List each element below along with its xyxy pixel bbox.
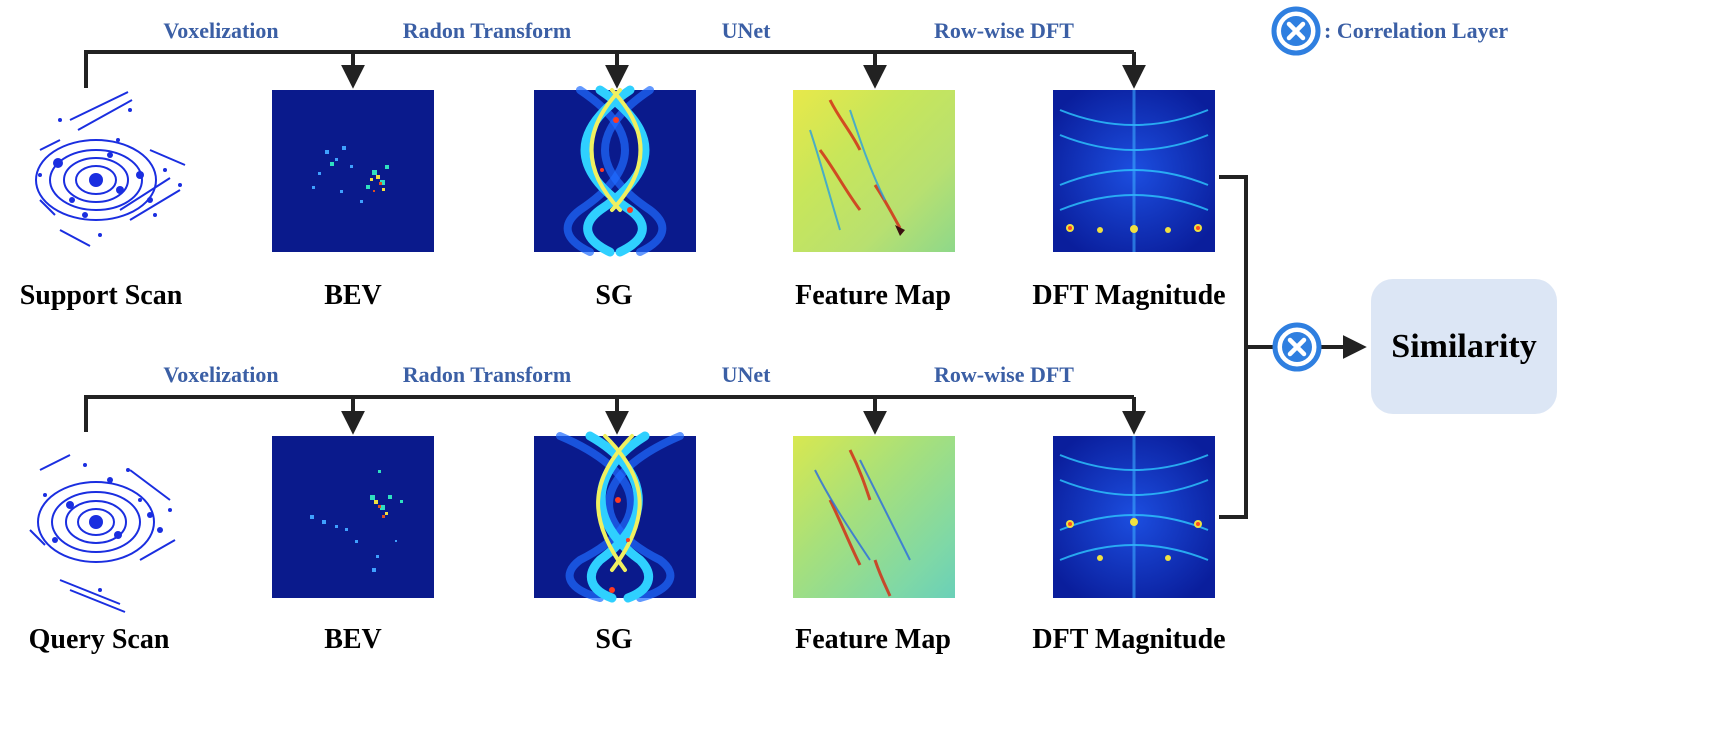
top-feature-label: Feature Map <box>795 280 951 311</box>
bottom-sg-label: SG <box>595 624 633 655</box>
correlation-operator-icon <box>1271 6 1321 56</box>
top-sg-image <box>534 85 696 257</box>
bottom-feature-label: Feature Map <box>795 624 951 655</box>
bottom-connector <box>84 395 1146 435</box>
step-label-unet: UNet <box>722 18 772 43</box>
bottom-feature-map-image <box>793 436 955 598</box>
similarity-box: Similarity <box>1371 279 1557 414</box>
bottom-magnitude-label: DFT Magnitude <box>1032 624 1225 655</box>
bottom-bev-image <box>272 436 434 598</box>
step-label-dft: Row-wise DFT <box>934 18 1074 43</box>
step-label-radon: Radon Transform <box>403 18 571 43</box>
bottom-dft-magnitude-image <box>1053 436 1215 598</box>
step-label-unet-2: UNet <box>722 362 772 387</box>
top-dft-magnitude-image <box>1053 90 1215 252</box>
step-label-dft-2: Row-wise DFT <box>934 362 1074 387</box>
bottom-row-labels: Query Scan BEV SG Feature Map DFT Magnit… <box>29 624 1226 655</box>
top-connector <box>84 50 1146 89</box>
step-label-voxelization: Voxelization <box>163 18 278 43</box>
query-scan-pointcloud <box>29 454 176 613</box>
legend-text: : Correlation Layer <box>1324 18 1508 43</box>
bottom-scan-label: Query Scan <box>29 624 170 655</box>
merge-bracket <box>1219 175 1367 519</box>
bottom-step-labels: Voxelization Radon Transform UNet Row-wi… <box>163 362 1074 387</box>
bottom-bev-label: BEV <box>324 624 382 655</box>
top-feature-map-image <box>793 90 955 252</box>
support-scan-pointcloud <box>35 91 186 247</box>
step-label-voxelization-2: Voxelization <box>163 362 278 387</box>
top-step-labels: Voxelization Radon Transform UNet Row-wi… <box>163 18 1074 43</box>
similarity-label: Similarity <box>1391 328 1536 365</box>
top-row-labels: Support Scan BEV SG Feature Map DFT Magn… <box>20 280 1226 311</box>
top-scan-label: Support Scan <box>20 280 183 311</box>
top-bev-image <box>272 90 434 252</box>
step-label-radon-2: Radon Transform <box>403 362 571 387</box>
legend: : Correlation Layer <box>1271 6 1508 56</box>
correlation-operator-icon-main <box>1272 322 1322 372</box>
bottom-sg-image <box>534 431 696 603</box>
top-sg-label: SG <box>595 280 633 311</box>
top-magnitude-label: DFT Magnitude <box>1032 280 1225 311</box>
top-bev-label: BEV <box>324 280 382 311</box>
